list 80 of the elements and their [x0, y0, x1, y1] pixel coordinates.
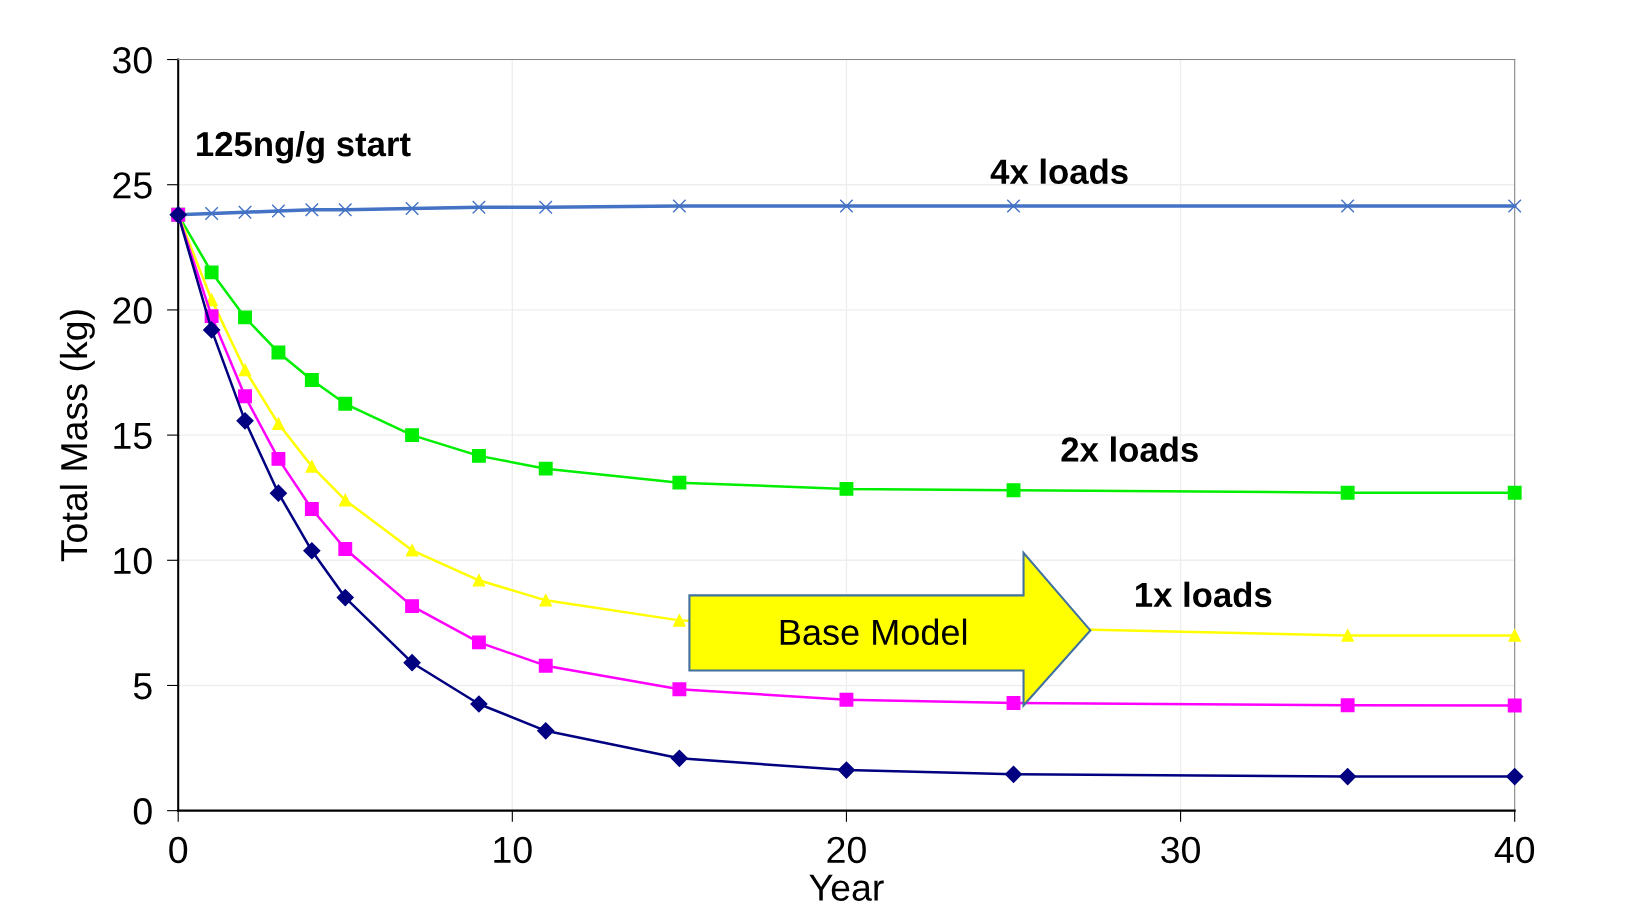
point: [1507, 199, 1522, 213]
point: [304, 373, 319, 387]
point: [338, 542, 353, 556]
point: [1340, 199, 1355, 213]
x-tick-label: 10: [494, 836, 532, 864]
point: [271, 451, 286, 466]
point: [339, 493, 352, 507]
point: [839, 692, 854, 707]
annotation: 4x loads: [990, 158, 1128, 185]
annotation: Base Model: [780, 618, 967, 646]
point: [538, 461, 553, 476]
point: [1006, 199, 1021, 213]
point: [305, 460, 319, 473]
point: [405, 201, 420, 216]
y-tick-label: 30: [112, 46, 152, 74]
point: [238, 389, 252, 404]
point: [471, 200, 486, 215]
point: [303, 542, 321, 560]
y-tick-label: 15: [114, 422, 152, 450]
point: [538, 200, 553, 215]
point: [538, 658, 553, 673]
point: [839, 481, 854, 496]
point: [403, 654, 421, 672]
point: [238, 205, 252, 220]
point: [1004, 765, 1023, 783]
point: [470, 695, 488, 713]
point: [1506, 768, 1524, 786]
point: [236, 412, 254, 430]
point: [672, 199, 687, 213]
point: [304, 502, 319, 516]
annotation: 125ng/g start: [197, 130, 411, 164]
point: [304, 202, 319, 217]
point: [672, 475, 687, 490]
y-axis-title: Total Mass (kg): [59, 310, 95, 562]
point: [1341, 629, 1354, 642]
point: [471, 635, 486, 650]
point: [1006, 483, 1021, 498]
x-axis-title: Year: [809, 874, 884, 901]
point: [471, 448, 486, 463]
point: [272, 417, 285, 431]
point: [539, 594, 552, 607]
y-tick-label: 25: [113, 172, 152, 199]
point: [338, 396, 353, 411]
point: [1340, 485, 1355, 500]
x-tick-label: 20: [827, 836, 866, 864]
point: [338, 202, 353, 217]
point: [673, 614, 686, 627]
annotation: 1x loads: [1135, 581, 1272, 608]
point: [238, 310, 252, 325]
y-tick-label: 10: [114, 547, 152, 575]
annotation: 2x loads: [1061, 436, 1198, 462]
y-tick-label: 0: [133, 798, 152, 825]
point: [336, 589, 354, 607]
y-tick-label: 5: [133, 673, 152, 700]
point: [1340, 698, 1355, 713]
point: [1507, 485, 1522, 500]
point: [271, 204, 286, 218]
point: [405, 599, 420, 614]
point: [672, 682, 687, 697]
point: [1006, 696, 1021, 710]
point: [204, 265, 219, 280]
point: [670, 749, 688, 767]
point: [204, 206, 219, 221]
point: [839, 199, 854, 213]
point: [472, 574, 486, 587]
point: [1508, 629, 1521, 642]
x-tick-label: 30: [1161, 836, 1200, 864]
point: [405, 428, 420, 443]
point: [271, 345, 286, 360]
point: [238, 363, 252, 377]
x-tick-label: 40: [1494, 836, 1535, 864]
point: [837, 761, 856, 779]
y-tick-label: 20: [113, 297, 152, 324]
point: [269, 484, 287, 502]
point: [1507, 698, 1522, 713]
x-tick-label: 0: [169, 836, 188, 864]
point: [537, 722, 555, 740]
point: [1339, 768, 1357, 786]
point: [203, 321, 221, 339]
point: [405, 544, 419, 557]
